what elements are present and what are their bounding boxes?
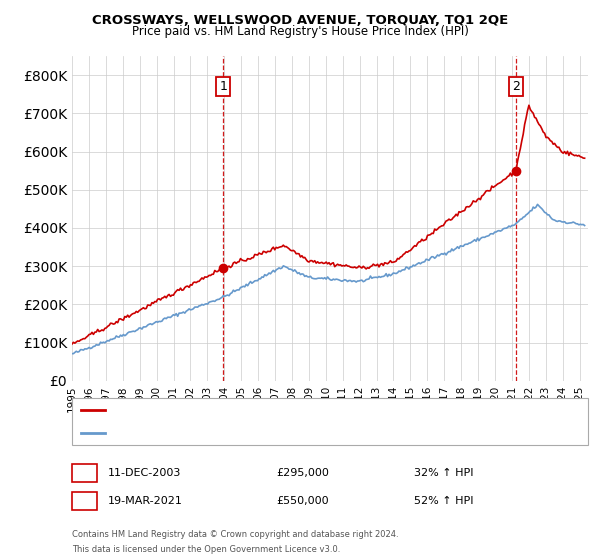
Text: £550,000: £550,000: [276, 496, 329, 506]
Text: CROSSWAYS, WELLSWOOD AVENUE, TORQUAY, TQ1 2QE: CROSSWAYS, WELLSWOOD AVENUE, TORQUAY, TQ…: [92, 14, 508, 27]
Text: Contains HM Land Registry data © Crown copyright and database right 2024.: Contains HM Land Registry data © Crown c…: [72, 530, 398, 539]
Text: 11-DEC-2003: 11-DEC-2003: [108, 468, 181, 478]
Text: 1: 1: [220, 80, 227, 93]
Text: 1: 1: [80, 466, 89, 480]
Text: 19-MAR-2021: 19-MAR-2021: [108, 496, 183, 506]
Text: 2: 2: [80, 494, 89, 508]
Text: £295,000: £295,000: [276, 468, 329, 478]
Text: HPI: Average price, detached house, Torbay: HPI: Average price, detached house, Torb…: [108, 428, 321, 438]
Text: 2: 2: [512, 80, 520, 93]
Text: This data is licensed under the Open Government Licence v3.0.: This data is licensed under the Open Gov…: [72, 545, 340, 554]
Text: CROSSWAYS, WELLSWOOD AVENUE, TORQUAY, TQ1 2QE (detached house): CROSSWAYS, WELLSWOOD AVENUE, TORQUAY, TQ…: [108, 405, 474, 416]
Text: 32% ↑ HPI: 32% ↑ HPI: [414, 468, 473, 478]
Text: 52% ↑ HPI: 52% ↑ HPI: [414, 496, 473, 506]
Text: Price paid vs. HM Land Registry's House Price Index (HPI): Price paid vs. HM Land Registry's House …: [131, 25, 469, 38]
